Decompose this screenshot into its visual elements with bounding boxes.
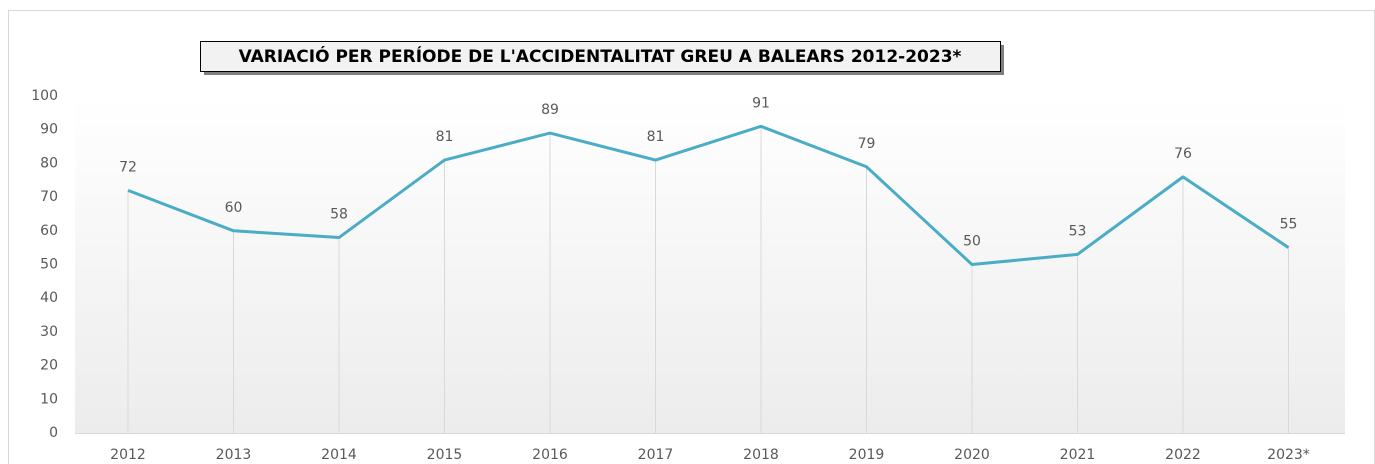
x-tick-label: 2020 [954, 447, 990, 463]
series-line [127, 124, 1290, 266]
plot-area [75, 96, 1345, 433]
y-tick-label: 60 [40, 223, 58, 239]
x-tick-label: 2019 [849, 447, 885, 463]
x-tick-label: 2015 [427, 447, 463, 463]
y-tick-label: 100 [31, 88, 58, 104]
data-label: 89 [541, 102, 559, 118]
x-tick-label: 2017 [638, 447, 674, 463]
x-tick-label: 2013 [216, 447, 252, 463]
title-box [200, 41, 1001, 72]
data-label: 76 [1174, 146, 1192, 162]
y-tick-label: 80 [40, 155, 58, 171]
data-label: 50 [963, 234, 981, 250]
chart-title: VARIACIÓ PER PERÍODE DE L'ACCIDENTALITAT… [239, 45, 962, 67]
y-tick-label: 90 [40, 122, 58, 138]
data-label: 91 [752, 95, 770, 111]
y-tick-label: 70 [40, 189, 58, 205]
data-label: 53 [1069, 223, 1087, 239]
data-label: 72 [119, 159, 137, 175]
data-label: 81 [436, 129, 454, 145]
x-tick-label: 2021 [1060, 447, 1096, 463]
data-label: 79 [858, 136, 876, 152]
x-tick-label: 2022 [1165, 447, 1201, 463]
y-tick-label: 10 [40, 391, 58, 407]
data-label: 58 [330, 207, 348, 223]
data-label: 81 [647, 129, 665, 145]
x-tick-label: 2023* [1267, 447, 1310, 463]
y-tick-label: 50 [40, 257, 58, 273]
x-tick-label: 2014 [321, 447, 357, 463]
y-tick-label: 0 [49, 425, 58, 441]
y-tick-label: 40 [40, 290, 58, 306]
y-tick-label: 30 [40, 324, 58, 340]
data-label: 60 [225, 200, 243, 216]
x-tick-label: 2012 [110, 447, 146, 463]
y-tick-label: 20 [40, 358, 58, 374]
data-label: 55 [1280, 217, 1298, 233]
x-tick-label: 2018 [743, 447, 779, 463]
x-tick-label: 2016 [532, 447, 568, 463]
